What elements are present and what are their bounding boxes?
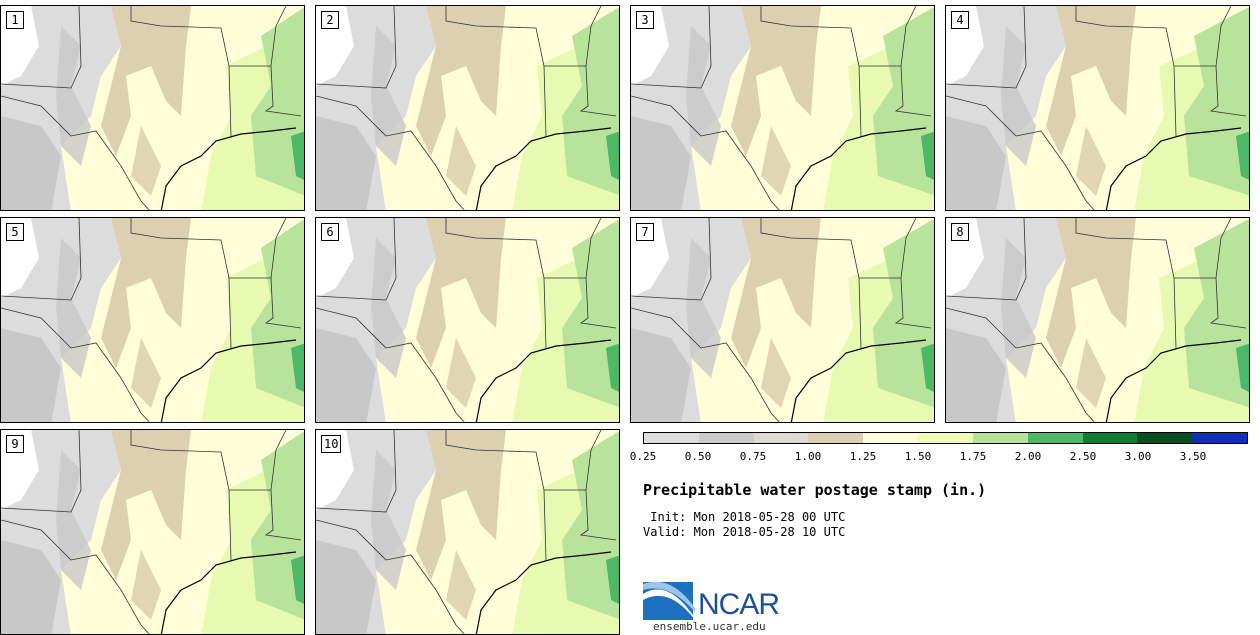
precip-map <box>946 218 1249 422</box>
init-time: Init: Mon 2018-05-28 00 UTC <box>643 510 846 524</box>
precip-map <box>1 430 304 634</box>
precip-map <box>631 218 934 422</box>
colorbar-tick-label: 0.50 <box>684 450 712 463</box>
panel-number: 9 <box>6 435 24 453</box>
colorbar-tick-label: 3.50 <box>1179 450 1207 463</box>
panel-number: 8 <box>951 223 969 241</box>
colorbar-swatch <box>644 433 699 443</box>
colorbar-swatch <box>808 433 864 443</box>
colorbar-tick-label: 0.25 <box>629 450 657 463</box>
precip-map <box>316 218 619 422</box>
colorbar-swatch <box>698 433 754 443</box>
precip-map <box>1 6 304 210</box>
panel-number: 7 <box>636 223 654 241</box>
map-panel: 5 <box>0 217 305 423</box>
colorbar-swatch <box>753 433 809 443</box>
colorbar-tick-label: 2.00 <box>1014 450 1042 463</box>
map-panel: 4 <box>945 5 1250 211</box>
ncar-logo-text: NCAR <box>698 588 780 621</box>
map-panel: 6 <box>315 217 620 423</box>
colorbar-tick-label: 0.75 <box>739 450 767 463</box>
precip-map <box>946 6 1249 210</box>
colorbar-swatch <box>1082 433 1138 443</box>
colorbar-tick-label: 2.50 <box>1069 450 1097 463</box>
colorbar-tick-label: 1.75 <box>959 450 987 463</box>
map-panel: 3 <box>630 5 935 211</box>
panel-number: 4 <box>951 11 969 29</box>
panel-number: 10 <box>321 435 342 453</box>
precip-map <box>631 6 934 210</box>
ncar-logo-icon <box>643 581 695 620</box>
logo-url: ensemble.ucar.edu <box>653 620 766 633</box>
panel-number: 5 <box>6 223 24 241</box>
precip-map <box>316 6 619 210</box>
colorbar-tick-label: 1.25 <box>849 450 877 463</box>
precip-map <box>1 218 304 422</box>
colorbar-tick-label: 3.00 <box>1124 450 1152 463</box>
panel-number: 1 <box>6 11 24 29</box>
map-panel: 9 <box>0 429 305 635</box>
colorbar-tick-label: 1.00 <box>794 450 822 463</box>
colorbar-swatch <box>1137 433 1193 443</box>
precip-map <box>316 430 619 634</box>
map-panel: 10 <box>315 429 620 635</box>
panel-number: 3 <box>636 11 654 29</box>
map-panel: 2 <box>315 5 620 211</box>
colorbar-swatch <box>863 433 919 443</box>
colorbar-labels: 0.25 0.50 0.75 1.00 1.25 1.50 1.75 2.00 2.50 3.00… <box>630 450 1250 466</box>
colorbar-swatch <box>918 433 973 443</box>
panel-number: 6 <box>321 223 339 241</box>
map-panel: 7 <box>630 217 935 423</box>
colorbar-swatch <box>1027 433 1083 443</box>
map-panel: 8 <box>945 217 1250 423</box>
chart-title: Precipitable water postage stamp (in.) <box>643 481 987 499</box>
colorbar <box>643 432 1248 444</box>
colorbar-swatch <box>1192 433 1247 443</box>
valid-time: Valid: Mon 2018-05-28 10 UTC <box>643 525 846 539</box>
colorbar-tick-label: 1.50 <box>904 450 932 463</box>
panel-number: 2 <box>321 11 339 29</box>
map-panel: 1 <box>0 5 305 211</box>
colorbar-swatch <box>972 433 1028 443</box>
